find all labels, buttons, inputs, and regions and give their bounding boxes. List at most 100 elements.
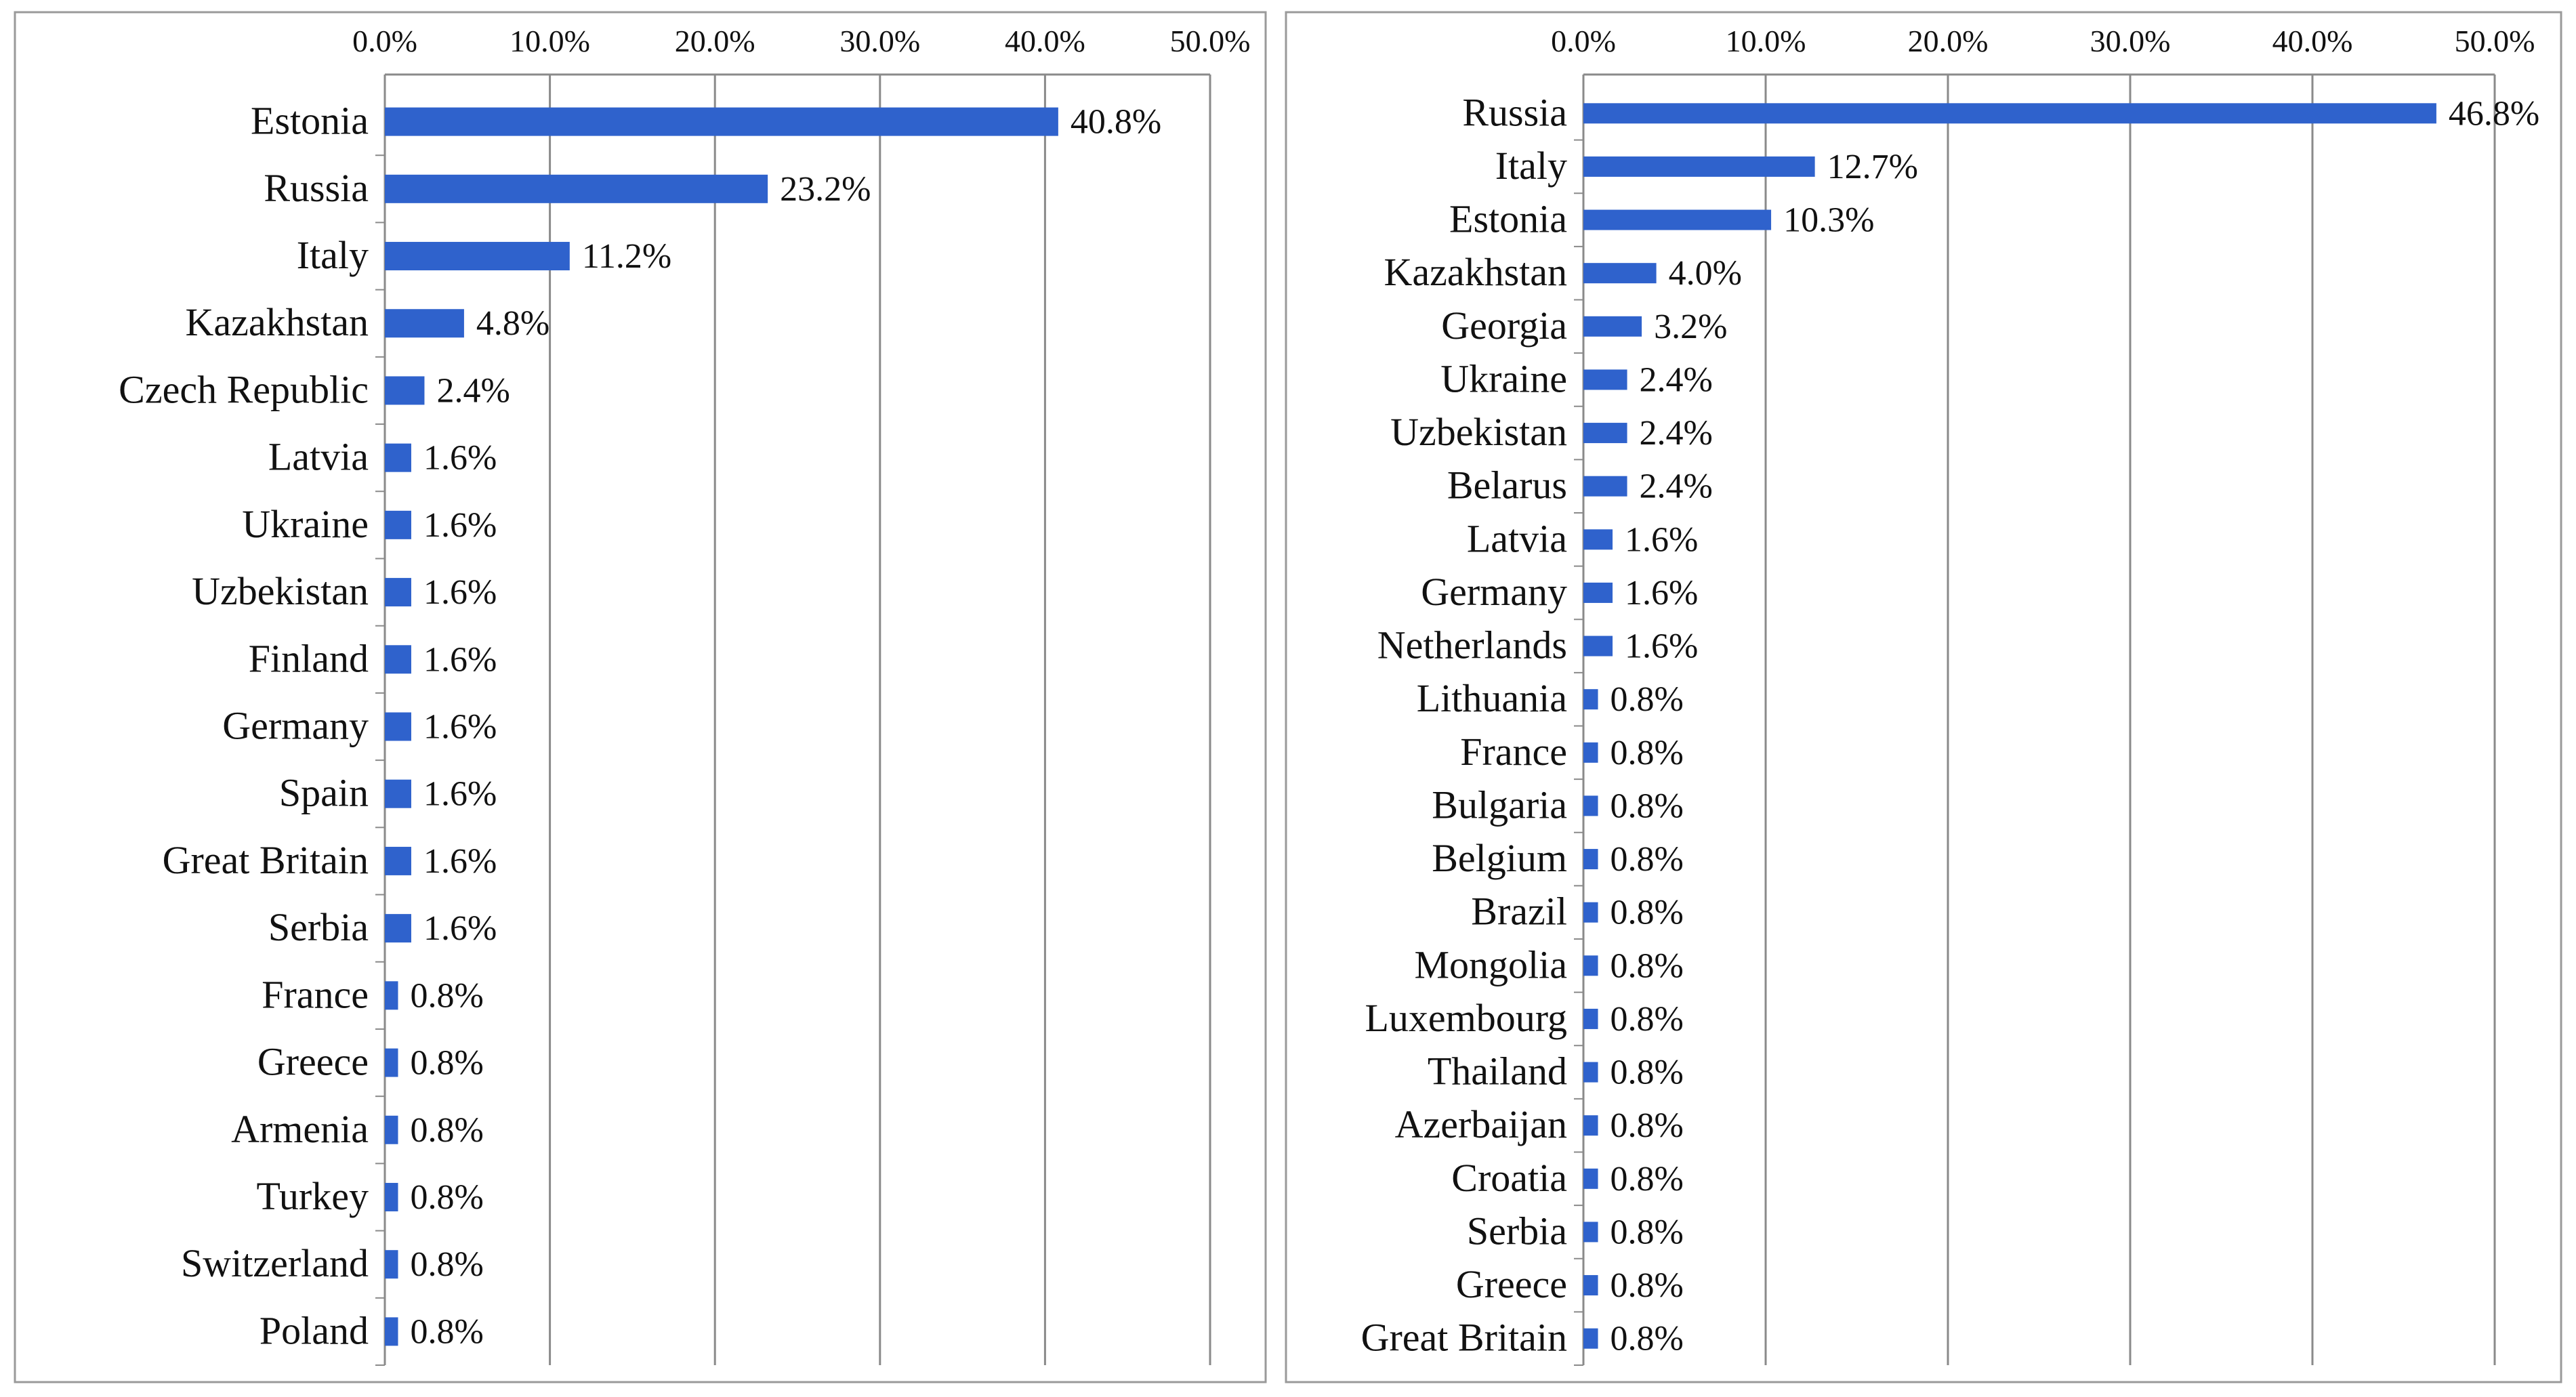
category-label: France — [1460, 730, 1567, 774]
data-label: 0.8% — [410, 976, 483, 1015]
category-label: Georgia — [1441, 304, 1567, 348]
category-label: Belgium — [1432, 836, 1567, 880]
category-label: Greece — [1456, 1262, 1567, 1306]
data-label: 40.8% — [1071, 103, 1161, 142]
category-label: Poland — [259, 1308, 369, 1352]
bar — [385, 846, 411, 875]
data-label: 0.8% — [410, 1178, 483, 1217]
bar — [385, 578, 411, 607]
bar — [385, 1182, 398, 1211]
bar — [1583, 1275, 1598, 1296]
bar — [1583, 263, 1657, 284]
bar — [1583, 689, 1598, 710]
data-label: 1.6% — [423, 708, 497, 747]
category-label: Russia — [264, 166, 369, 210]
bar — [1583, 423, 1627, 444]
category-label: Estonia — [1449, 197, 1567, 241]
data-label: 3.2% — [1654, 308, 1727, 346]
x-tick-label: 0.0% — [1551, 24, 1616, 58]
data-label: 0.8% — [410, 1312, 483, 1351]
data-label: 0.8% — [1611, 734, 1684, 772]
category-label: Azerbaijan — [1395, 1102, 1567, 1146]
bar — [1583, 529, 1613, 550]
x-tick-label: 30.0% — [839, 24, 920, 58]
data-label: 1.6% — [423, 439, 497, 478]
x-tick-label: 50.0% — [1170, 24, 1251, 58]
data-label: 1.6% — [423, 775, 497, 814]
bar — [385, 645, 411, 674]
bar — [385, 443, 411, 472]
bar — [1583, 103, 2436, 124]
data-label: 4.8% — [476, 304, 549, 343]
category-label: Kazakhstan — [1384, 250, 1567, 294]
bar — [385, 242, 570, 271]
category-label: Ukraine — [242, 502, 369, 546]
data-label: 2.4% — [436, 371, 510, 410]
data-label: 23.2% — [780, 170, 871, 209]
data-label: 2.4% — [1640, 414, 1713, 453]
category-label: Estonia — [251, 99, 369, 143]
bar — [1583, 1062, 1598, 1083]
data-label: 1.6% — [423, 573, 497, 612]
data-label: 2.4% — [1640, 360, 1713, 399]
bar — [385, 1317, 398, 1346]
chart-border — [1285, 11, 2562, 1383]
category-label: Germany — [1421, 570, 1567, 614]
data-label: 0.8% — [1611, 680, 1684, 719]
category-label: Bulgaria — [1432, 783, 1567, 827]
bar — [385, 309, 464, 338]
bar — [385, 1250, 398, 1279]
bar — [385, 712, 411, 741]
x-tick-label: 10.0% — [1726, 24, 1806, 58]
bar — [1583, 742, 1598, 763]
bar — [1583, 635, 1613, 656]
x-tick-label: 10.0% — [510, 24, 590, 58]
data-label: 1.6% — [1625, 574, 1698, 612]
category-label: Russia — [1462, 90, 1567, 134]
right-bar-chart: 0.0% 10.0% 20.0% 30.0% 40.0% 50.0% Russia 46.8%… — [1285, 11, 2562, 1383]
data-label: 0.8% — [1611, 1000, 1684, 1039]
chart-border — [14, 11, 1267, 1383]
category-label: Lithuania — [1417, 676, 1567, 720]
data-label: 0.8% — [410, 1111, 483, 1150]
data-label: 2.4% — [1640, 467, 1713, 506]
category-label: Croatia — [1451, 1156, 1567, 1200]
bar — [1583, 955, 1598, 976]
data-label: 0.8% — [1611, 1213, 1684, 1251]
bar — [1583, 849, 1598, 870]
bar — [385, 779, 411, 808]
bar — [385, 1115, 398, 1144]
data-label: 0.8% — [410, 1044, 483, 1083]
bar — [385, 1048, 398, 1077]
category-label: Thailand — [1428, 1049, 1567, 1093]
category-label: Uzbekistan — [192, 569, 369, 613]
category-label: Ukraine — [1440, 356, 1567, 400]
category-label: Spain — [279, 771, 369, 815]
data-label: 1.6% — [423, 506, 497, 545]
data-label: 12.7% — [1827, 148, 1918, 186]
bar — [1583, 156, 1815, 177]
x-tick-label: 40.0% — [1005, 24, 1085, 58]
category-label: Belarus — [1447, 463, 1567, 507]
category-label: Italy — [297, 233, 369, 277]
category-label: Serbia — [1467, 1209, 1567, 1253]
bar — [385, 981, 398, 1010]
category-label: Latvia — [268, 435, 369, 479]
category-label: Germany — [222, 704, 369, 748]
bar — [385, 376, 425, 405]
x-tick-label: 20.0% — [675, 24, 755, 58]
category-label: Brazil — [1471, 890, 1567, 934]
data-label: 0.8% — [1611, 1106, 1684, 1145]
bar — [1583, 1222, 1598, 1243]
bar — [385, 107, 1058, 136]
bar — [385, 174, 768, 203]
data-label: 1.6% — [423, 842, 497, 881]
category-label: Uzbekistan — [1390, 410, 1567, 454]
category-label: Kazakhstan — [185, 300, 369, 344]
bar — [1583, 795, 1598, 816]
category-label: Greece — [257, 1040, 369, 1084]
data-label: 46.8% — [2449, 94, 2539, 133]
bar — [1583, 316, 1642, 337]
category-label: France — [262, 972, 369, 1016]
